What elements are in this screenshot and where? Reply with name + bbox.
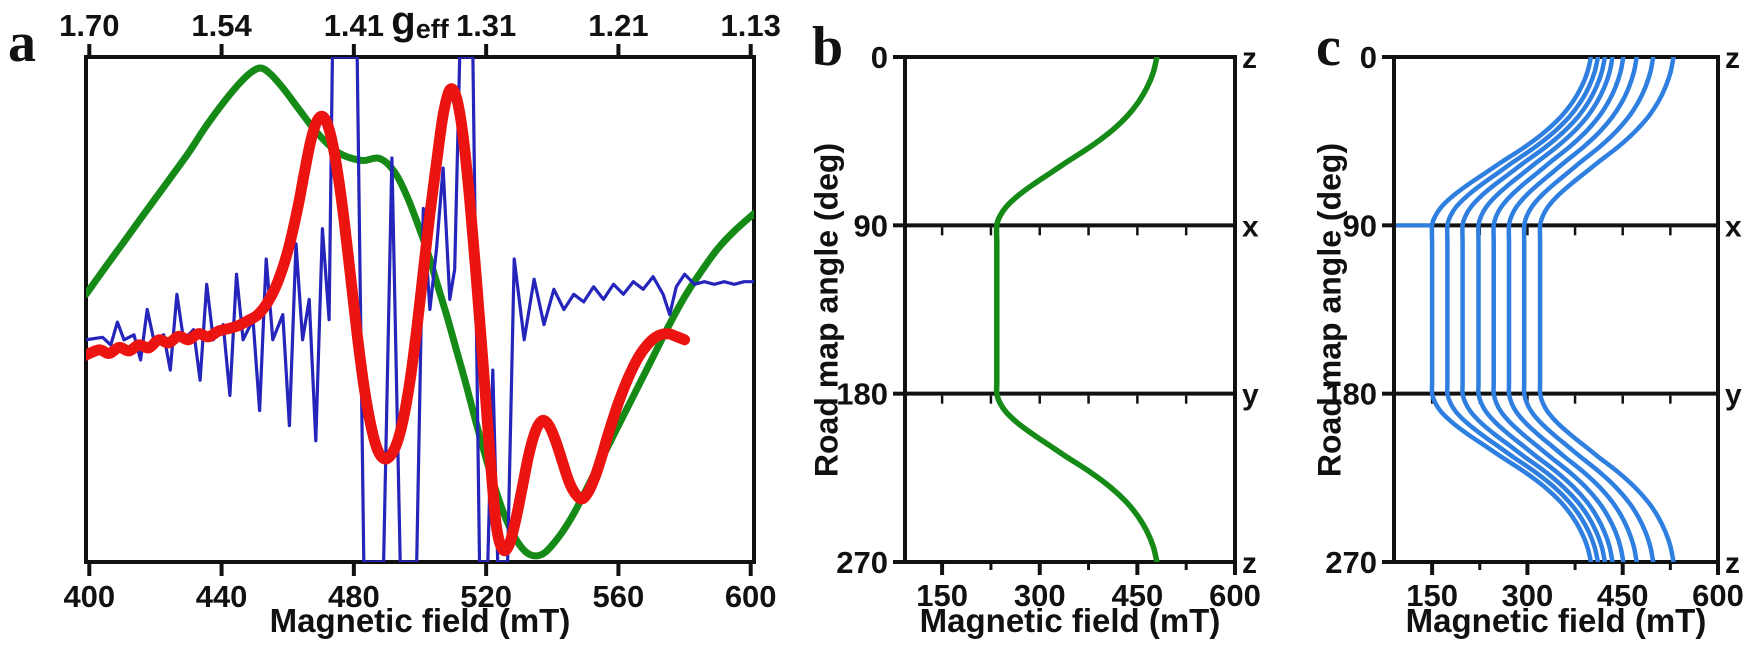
panel-b-axis-letter-x: x <box>1242 210 1259 243</box>
panel-b-curves <box>993 57 1160 562</box>
panel-b-x-tick-label: 450 <box>1111 578 1163 613</box>
curve-roadmap-blue-3 <box>1460 57 1608 562</box>
panel-c-x-tick-label: 150 <box>1406 578 1458 613</box>
panel-a-geff-tick-label: 1.31 <box>456 8 516 43</box>
panel-a-geff-tick-label: 1.70 <box>59 8 119 43</box>
panel-c-y-tick-label: 0 <box>1360 40 1377 75</box>
panel-a-x-tick-label: 400 <box>63 579 115 614</box>
panel-b-x-tick-label: 600 <box>1209 578 1261 613</box>
panel-a-geff-tick-label: 1.54 <box>191 8 252 43</box>
top-axis-title-geff: g eff <box>391 0 448 43</box>
panel-c-frame <box>1392 55 1720 564</box>
panel-c-x-tick-label: 450 <box>1597 578 1649 613</box>
panel-c-x-tick-label: 600 <box>1692 578 1743 613</box>
geff-main: g <box>391 0 416 43</box>
panel-a-geff-tick-label: 1.21 <box>588 8 648 43</box>
y-axis-title-c: Road map angle (deg) <box>1311 142 1348 478</box>
panel-label-c: c <box>1316 16 1341 78</box>
panel-a-x-tick-label: 480 <box>328 579 380 614</box>
y-axis-title-b: Road map angle (deg) <box>808 142 845 478</box>
panel-a-geff-tick-label: 1.41 <box>324 8 384 43</box>
panel-c-y-tick-label: 90 <box>1343 208 1377 243</box>
curve-roadmap-blue-5 <box>1491 57 1626 562</box>
panel-b-axis-letter-y: y <box>1242 379 1259 412</box>
panel-b-axis-letter-z: z <box>1242 547 1257 580</box>
panel-c-axis-letter-x: x <box>1725 210 1742 243</box>
panel-label-b: b <box>812 16 844 78</box>
x-axis-title-a: Magnetic field (mT) <box>269 602 571 639</box>
panel-label-a: a <box>8 12 36 74</box>
curve-roadmap-green <box>993 57 1160 562</box>
curve-roadmap-blue-2 <box>1444 57 1601 562</box>
x-axis-title-b: Magnetic field (mT) <box>919 602 1221 639</box>
curve-roadmap-blue-1 <box>1429 57 1594 562</box>
panel-b-x-tick-label: 300 <box>1014 578 1066 613</box>
panel-a-geff-tick-label: 1.13 <box>721 8 781 43</box>
panel-a-x-tick-label: 440 <box>196 579 248 614</box>
panel-b-y-tick-label: 270 <box>836 545 888 580</box>
panel-a-x-tick-label: 600 <box>725 579 777 614</box>
panel-b-y-tick-label: 0 <box>871 40 888 75</box>
panel-a-x-tick-label: 560 <box>593 579 645 614</box>
curve-roadmap-blue-8 <box>1537 57 1676 562</box>
curve-experimental-red <box>86 83 691 557</box>
geff-subscript: eff <box>415 14 449 44</box>
panel-a-x-tick-label: 520 <box>460 579 512 614</box>
panel-b-y-tick-label: 90 <box>854 208 888 243</box>
panel-b-axis-letter-z: z <box>1242 42 1257 75</box>
curve-roadmap-blue-4 <box>1476 57 1615 562</box>
curve-multiline-blue <box>86 57 754 562</box>
panel-b-frame <box>903 55 1237 564</box>
panel-c-curves <box>1395 57 1676 562</box>
panel-c-y-tick-label: 270 <box>1325 545 1377 580</box>
panel-b-x-tick-label: 150 <box>916 578 968 613</box>
panel-c-axis-letter-z: z <box>1725 42 1740 75</box>
panel-a-frame <box>84 55 756 564</box>
panel-c-y-tick-label: 180 <box>1325 377 1377 412</box>
x-axis-title-c: Magnetic field (mT) <box>1405 602 1707 639</box>
curve-roadmap-blue-6 <box>1506 57 1639 562</box>
panel-a-curves <box>86 57 754 562</box>
panel-c-axis-letter-z: z <box>1725 547 1740 580</box>
panel-c-x-tick-label: 300 <box>1502 578 1554 613</box>
panel-c-axis-letter-y: y <box>1725 379 1742 412</box>
curve-roadmap-blue-7 <box>1521 57 1656 562</box>
panel-b-y-tick-label: 180 <box>836 377 888 412</box>
